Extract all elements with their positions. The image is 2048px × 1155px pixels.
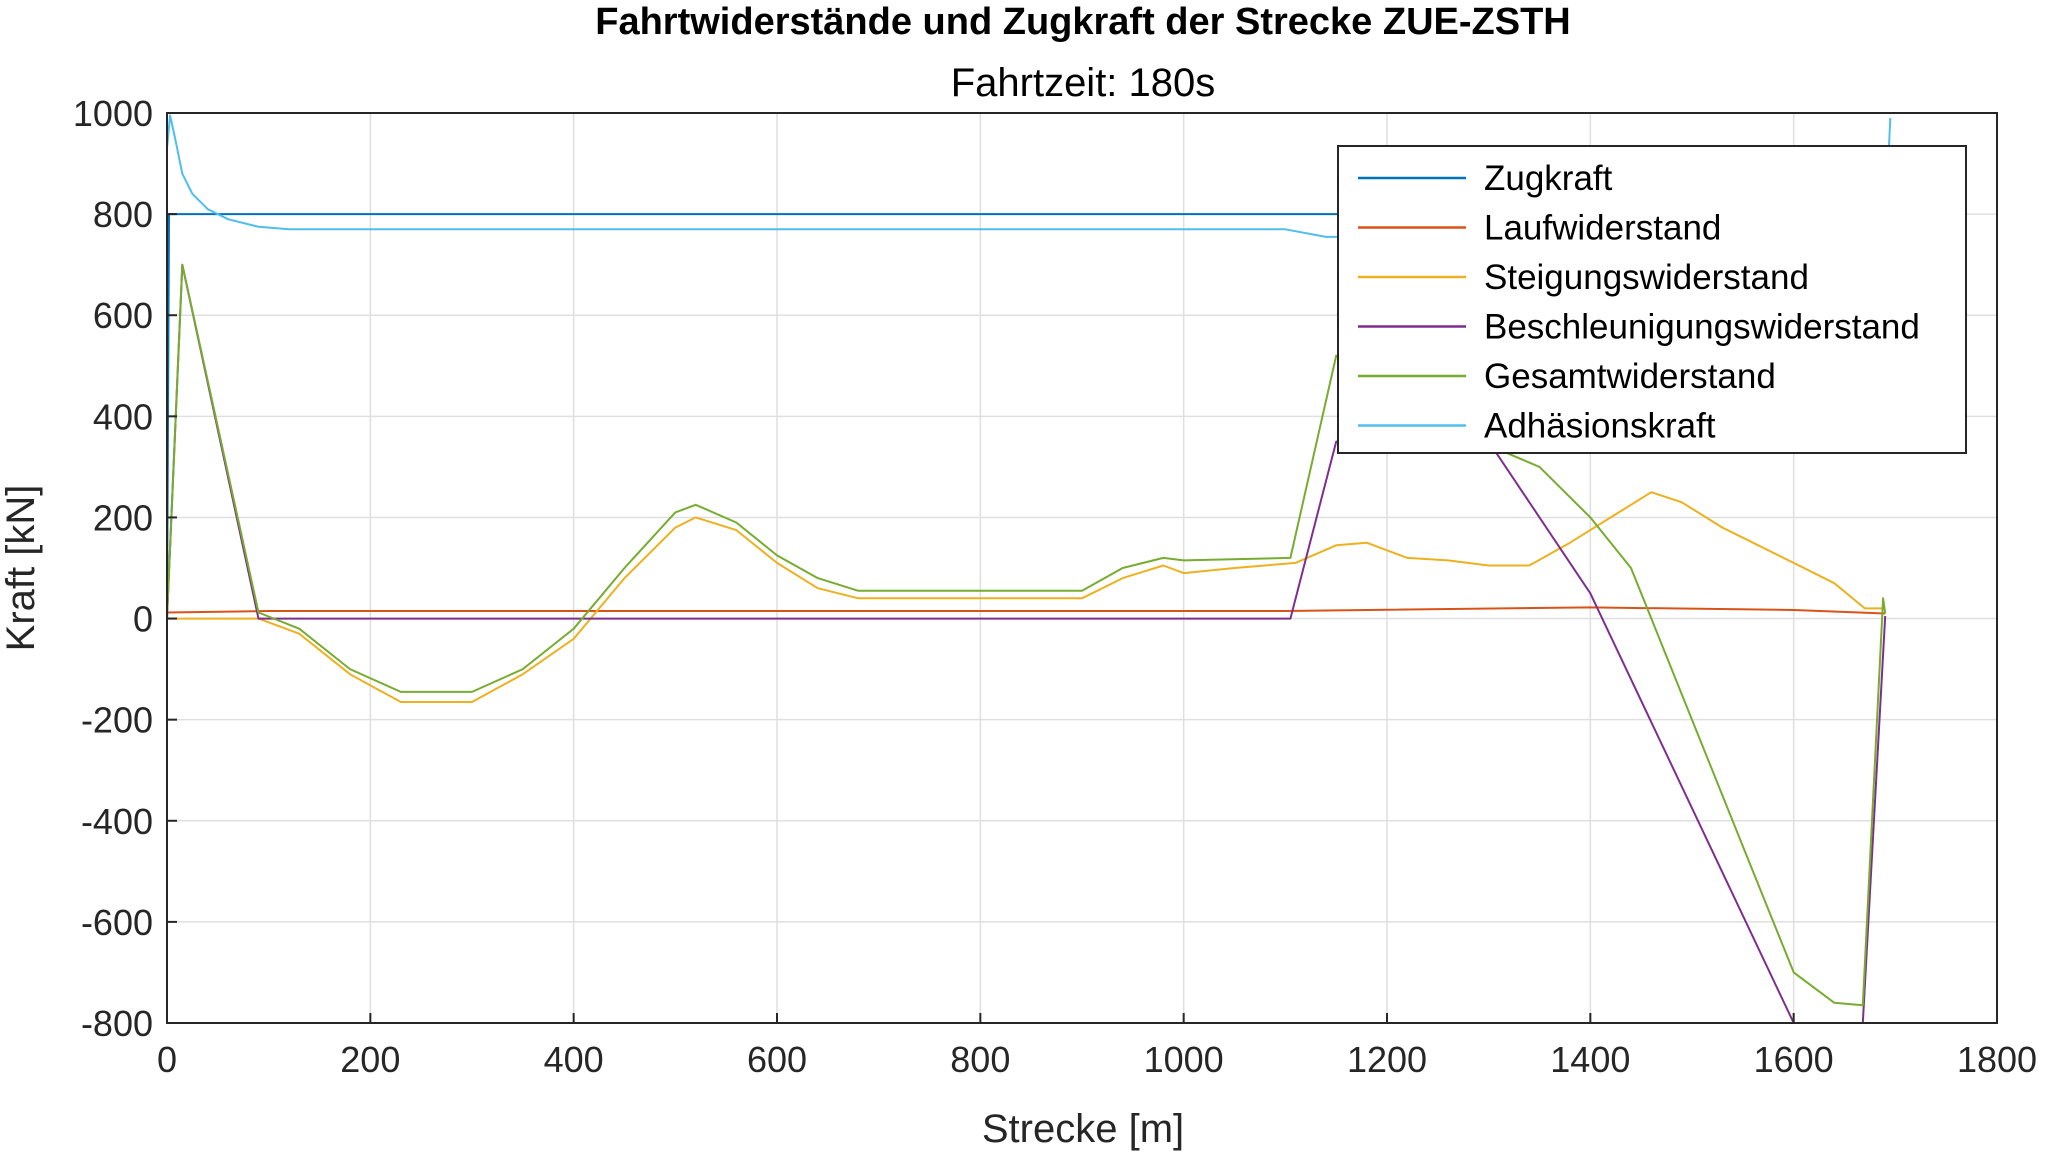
axes-box	[166, 112, 1998, 1024]
y-tick-label: 1000	[73, 93, 153, 134]
legend-label-zugkraft: Zugkraft	[1484, 159, 1613, 198]
y-tick-label: 200	[93, 497, 153, 538]
x-tick-label: 600	[747, 1039, 807, 1080]
x-tick-label: 400	[544, 1039, 604, 1080]
x-tick-label: 1600	[1754, 1039, 1834, 1080]
series-line-steigungswiderstand	[167, 491, 1886, 703]
y-tick-label: 400	[93, 396, 153, 437]
legend-label-beschleunigungswiderstand: Beschleunigungswiderstand	[1484, 308, 1920, 347]
y-tick-label: -600	[81, 902, 153, 943]
x-axis-label: Strecke [m]	[982, 1107, 1184, 1151]
y-tick-label: -800	[81, 1003, 153, 1044]
y-tick-label: -200	[81, 700, 153, 741]
x-tick-label: 1200	[1347, 1039, 1427, 1080]
ticks: 0 200 400 600 800 1000 1200 1400 1600 1800 -800 -60…	[73, 93, 2037, 1080]
legend-label-laufwiderstand: Laufwiderstand	[1484, 209, 1721, 248]
y-tick-label: -400	[81, 801, 153, 842]
legend-label-gesamtwiderstand: Gesamtwiderstand	[1484, 357, 1776, 396]
series-line-gesamtwiderstand	[167, 263, 1887, 1007]
x-tick-label: 0	[157, 1039, 177, 1080]
y-tick-label: 800	[93, 194, 153, 235]
legend-label-steigungswiderstand: Steigungswiderstand	[1484, 258, 1809, 297]
y-tick-label: 600	[93, 295, 153, 336]
x-tick-label: 1000	[1144, 1039, 1224, 1080]
x-tick-label: 1800	[1957, 1039, 2037, 1080]
y-axis-label: Kraft [kN]	[0, 485, 43, 652]
legend-box	[1337, 145, 1967, 454]
series-line-laufwiderstand	[167, 606, 1886, 615]
legend: Zugkraft Laufwiderstand Steigungswiderstan…	[1337, 145, 1967, 454]
chart-subtitle: Fahrtzeit: 180s	[951, 61, 1216, 105]
y-tick-label: 0	[133, 599, 153, 640]
legend-label-adhaesionskraft: Adhäsionskraft	[1484, 407, 1716, 446]
x-tick-label: 1400	[1550, 1039, 1630, 1080]
chart-title: Fahrtwiderstände und Zugkraft der Streck…	[595, 1, 1570, 43]
x-tick-label: 800	[950, 1039, 1010, 1080]
x-tick-label: 200	[340, 1039, 400, 1080]
